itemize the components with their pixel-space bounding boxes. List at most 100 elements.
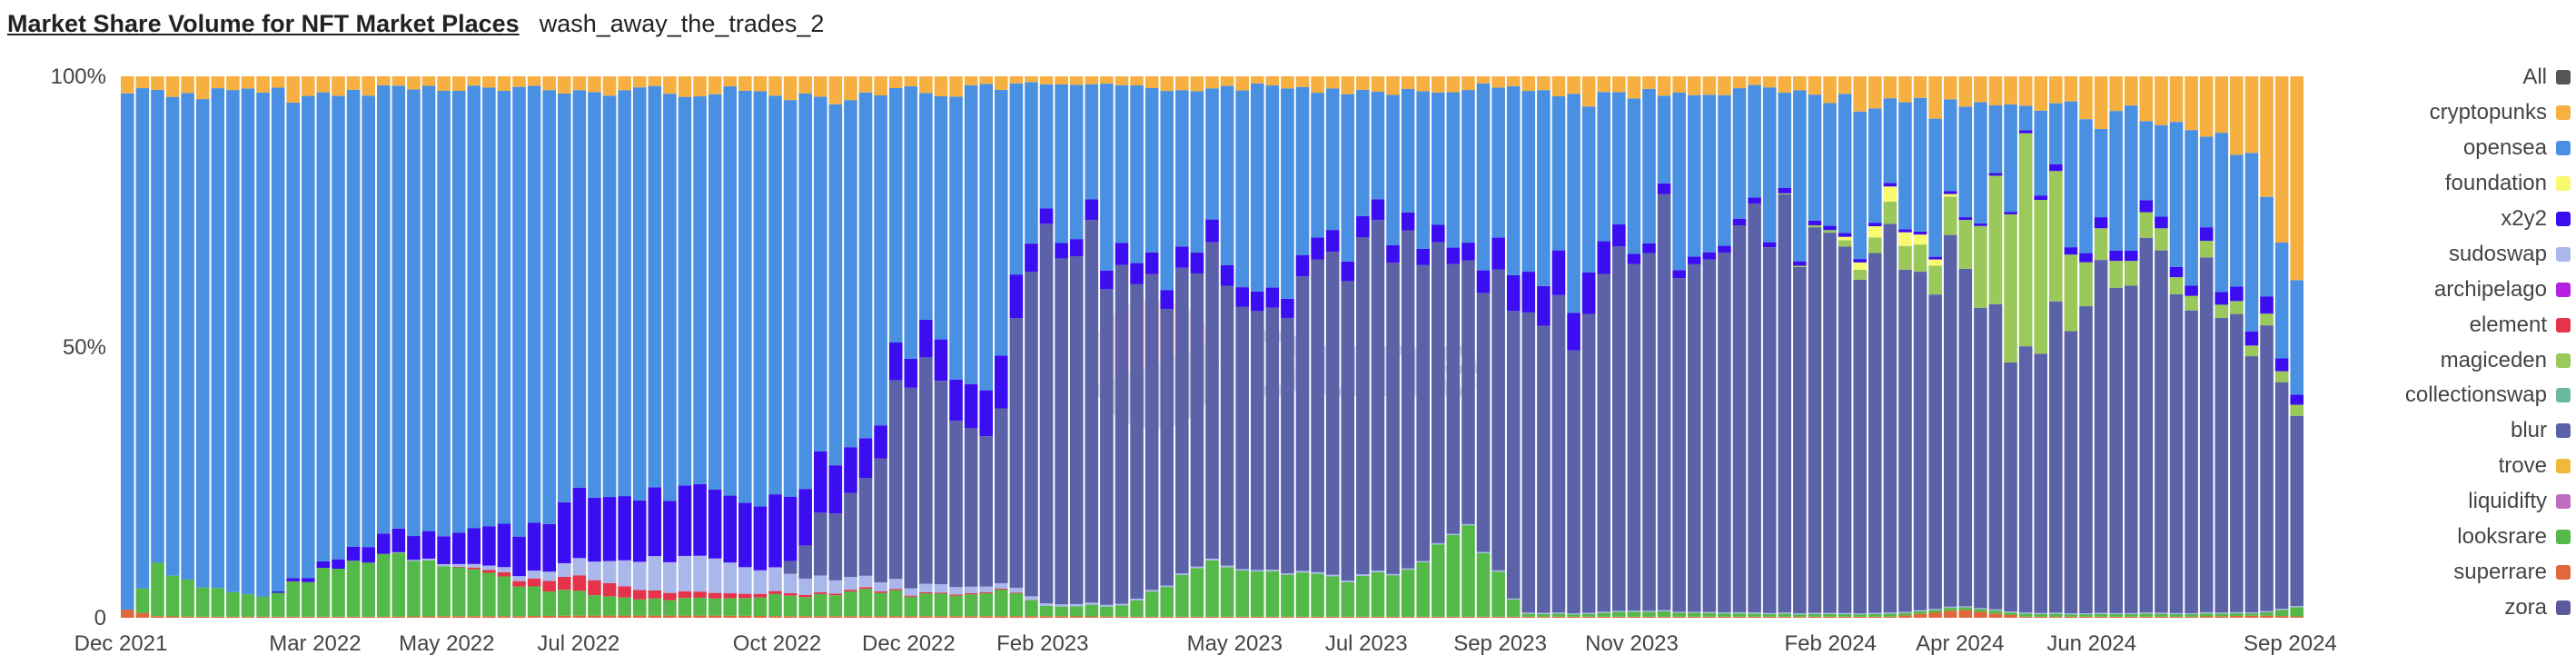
bar-segment-looksrare[interactable] [1386,575,1400,617]
bar-week-38[interactable] [693,76,707,618]
bar-segment-looksrare[interactable] [165,575,180,617]
bar-segment-cryptopunks[interactable] [226,76,240,91]
bar-segment-opensea[interactable] [362,95,375,548]
bar-week-39[interactable] [708,76,722,618]
bar-segment-sudoswap[interactable] [2185,612,2198,615]
bar-segment-superrare[interactable] [1506,616,1521,618]
bar-week-76[interactable] [1265,76,1280,618]
bar-segment-blur[interactable] [2169,293,2184,613]
bar-segment-superrare[interactable] [858,616,873,618]
legend-item-x2y2[interactable]: x2y2 [2325,202,2571,237]
bar-segment-opensea[interactable] [1491,87,1505,238]
bar-segment-x2y2[interactable] [2124,250,2138,262]
bar-segment-opensea[interactable] [391,85,406,529]
bar-segment-cryptopunks[interactable] [482,76,496,88]
bar-segment-x2y2[interactable] [2185,285,2198,296]
bar-segment-blur[interactable] [1793,266,1807,614]
bar-segment-x2y2[interactable] [1718,245,1731,253]
bar-segment-element[interactable] [858,587,873,590]
bar-segment-looksrare[interactable] [1491,571,1505,617]
bar-week-7[interactable] [226,76,240,618]
bar-segment-blur[interactable] [1371,220,1385,571]
bar-segment-looksrare[interactable] [1235,571,1249,617]
bar-segment-blur[interactable] [2260,325,2274,611]
bar-segment-opensea[interactable] [1612,92,1626,225]
bar-segment-opensea[interactable] [2290,280,2304,395]
bar-week-143[interactable] [2274,76,2289,618]
bar-segment-cryptopunks[interactable] [1371,76,1385,93]
bar-week-42[interactable] [753,76,768,618]
bar-segment-opensea[interactable] [1144,87,1159,253]
bar-segment-opensea[interactable] [482,87,496,527]
bar-segment-cryptopunks[interactable] [588,76,601,93]
bar-segment-element[interactable] [618,586,631,598]
bar-week-58[interactable] [995,76,1008,618]
bar-segment-sudoswap[interactable] [723,562,738,594]
bar-segment-x2y2[interactable] [708,489,722,559]
bar-week-122[interactable] [1958,76,1973,618]
bar-segment-looksrare[interactable] [2290,607,2304,617]
bar-segment-x2y2[interactable] [1311,237,1324,260]
bar-segment-superrare[interactable] [1100,616,1114,618]
bar-segment-sudoswap[interactable] [1386,573,1400,576]
bar-segment-opensea[interactable] [2018,105,2033,131]
bar-segment-looksrare[interactable] [934,593,948,617]
bar-segment-superrare[interactable] [1853,616,1867,618]
bar-segment-sudoswap[interactable] [407,560,421,561]
bar-segment-looksrare[interactable] [979,592,993,617]
bar-segment-x2y2[interactable] [1702,252,1717,260]
bar-week-66[interactable] [1115,76,1129,618]
bar-segment-cryptopunks[interactable] [1567,76,1580,94]
bar-segment-superrare[interactable] [783,616,798,618]
bar-week-11[interactable] [286,76,301,618]
bar-segment-looksrare[interactable] [1130,600,1144,617]
bar-segment-cryptopunks[interactable] [693,76,707,97]
bar-segment-cryptopunks[interactable] [1432,76,1445,93]
bar-segment-x2y2[interactable] [497,523,511,568]
bar-segment-opensea[interactable] [2199,136,2214,228]
bar-segment-cryptopunks[interactable] [874,76,887,96]
bar-segment-sudoswap[interactable] [1748,612,1761,614]
bar-week-129[interactable] [2064,76,2078,618]
bar-segment-looksrare[interactable] [451,567,466,617]
bar-segment-looksrare[interactable] [1868,613,1882,617]
bar-segment-magiceden[interactable] [1988,175,2003,304]
bar-segment-blur[interactable] [888,380,903,580]
bar-segment-opensea[interactable] [195,99,210,588]
bar-segment-looksrare[interactable] [1055,606,1068,617]
bar-segment-opensea[interactable] [302,95,315,579]
bar-segment-sudoswap[interactable] [1838,612,1852,614]
bar-week-72[interactable] [1205,76,1219,618]
bar-segment-sudoswap[interactable] [2290,606,2304,608]
bar-segment-blur[interactable] [1311,259,1324,572]
bar-segment-x2y2[interactable] [1506,274,1521,312]
bar-segment-foundation[interactable] [1913,234,1927,245]
bar-week-125[interactable] [2004,76,2017,618]
bar-segment-superrare[interactable] [1432,616,1445,618]
bar-segment-superrare[interactable] [768,616,782,618]
bar-segment-superrare[interactable] [121,610,134,618]
bar-segment-looksrare[interactable] [1190,568,1204,617]
bar-segment-opensea[interactable] [165,96,180,576]
bar-segment-superrare[interactable] [995,616,1008,618]
bar-segment-cryptopunks[interactable] [1913,76,1927,98]
bar-segment-sudoswap[interactable] [874,581,887,592]
bar-segment-blur[interactable] [1356,237,1370,575]
bar-segment-looksrare[interactable] [332,569,345,617]
bar-week-142[interactable] [2260,76,2274,618]
bar-week-98[interactable] [1597,76,1611,618]
bar-segment-cryptopunks[interactable] [1762,76,1777,88]
bar-segment-sudoswap[interactable] [1009,587,1024,593]
bar-segment-element[interactable] [995,588,1008,590]
bar-segment-magiceden[interactable] [1808,224,1822,228]
bar-segment-blur[interactable] [2155,250,2168,613]
bar-segment-looksrare[interactable] [1085,604,1099,617]
bar-segment-cryptopunks[interactable] [1943,76,1957,100]
bar-segment-sudoswap[interactable] [934,583,948,593]
bar-segment-sudoswap[interactable] [1732,611,1747,614]
bar-segment-sudoswap[interactable] [798,578,812,595]
bar-segment-opensea[interactable] [1039,84,1054,209]
bar-segment-opensea[interactable] [316,92,331,561]
bar-segment-x2y2[interactable] [1732,218,1747,225]
bar-week-24[interactable] [482,76,496,618]
